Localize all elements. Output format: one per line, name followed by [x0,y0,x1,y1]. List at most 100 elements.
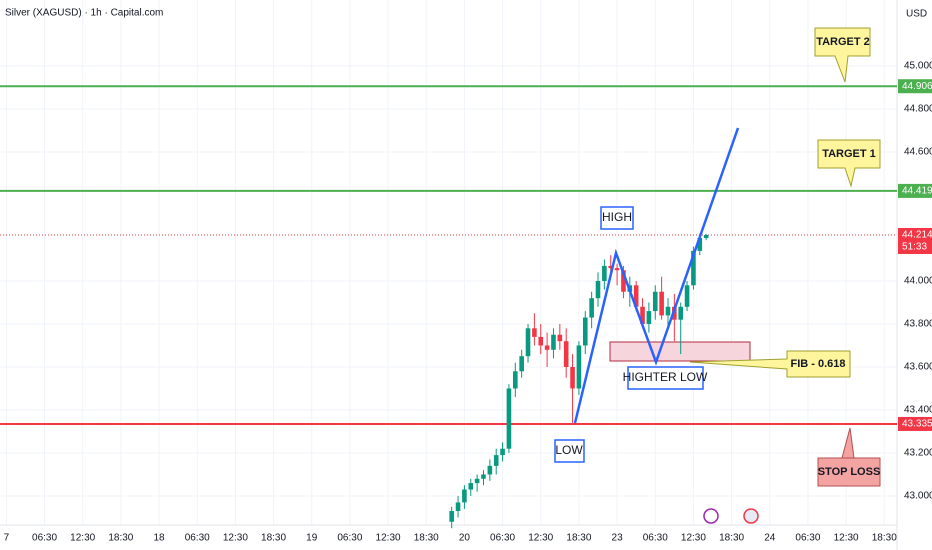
price-label-box [898,183,932,198]
zigzag-line [573,127,740,424]
candle-body [455,502,461,512]
candle-body [659,291,664,316]
y-tick-label: 43.800 [904,319,932,330]
candle-body [595,280,601,299]
candle-body [582,317,588,346]
price-label: 43.335 [902,419,932,430]
x-tick-label: 7 [4,533,10,544]
candle-body [506,388,512,449]
callout-box [817,139,881,188]
candle-body [697,237,703,251]
y-tick-label: 44.600 [904,147,932,158]
candle-body [500,448,505,456]
callout-box [814,27,871,83]
candle-body [576,345,582,389]
label-text: LOW [555,443,583,457]
event-icon[interactable] [743,508,759,524]
y-tick-label: 44.000 [904,276,932,287]
candle-body [646,311,652,324]
candle-body [525,328,531,357]
candle-body [703,234,709,238]
x-tick-label: 12:30 [681,533,706,544]
x-tick-label: 06:30 [185,533,210,544]
candle-body [512,371,518,389]
candle-body [665,306,671,316]
price-label-box [898,416,932,431]
x-tick-label: 12:30 [528,533,553,544]
x-tick-label: 06:30 [490,533,515,544]
price-label: 44.419 [902,186,932,197]
candle-body [633,285,639,307]
countdown: 51:33 [902,242,927,253]
candle-body [589,298,594,318]
x-tick-label: 18:30 [414,533,439,544]
price-label: 44.214 [902,230,932,241]
x-tick-label: 18:30 [261,533,286,544]
y-tick-label: 43.600 [904,362,932,373]
callout-text: FIB - 0.618 [790,358,845,370]
candle-body [538,336,544,346]
candle-body [449,511,454,522]
candle-body [557,334,563,342]
candle-body [570,366,575,389]
y-tick-label: 43.200 [904,448,932,459]
price-label-box [898,79,932,94]
x-tick-label: 20 [459,533,471,544]
candle-body [462,489,467,503]
x-tick-label: 18:30 [108,533,133,544]
candle-body [684,285,690,307]
x-tick-label: 18 [153,533,165,544]
x-tick-label: 12:30 [223,533,248,544]
candle-body [532,328,537,337]
label-box [600,206,634,230]
callout-text: TARGET 2 [816,36,870,48]
candle-body [640,306,645,324]
label-box [554,439,585,463]
candle-body [519,356,524,372]
event-icon[interactable] [703,508,719,524]
price-label: 44.906 [902,81,932,92]
candle-body [474,478,480,484]
x-tick-label: 18:30 [566,533,591,544]
label-text: HIGHTER LOW [623,370,708,384]
candle-body [691,250,696,286]
candle-body [602,265,607,281]
callout-text: TARGET 1 [822,148,876,160]
x-tick-label: 24 [764,533,776,544]
fib-zone [609,341,751,362]
x-tick-label: 06:30 [795,533,820,544]
label-box [627,366,704,390]
candle-body [563,341,569,367]
callout-box [817,427,881,487]
price-label-box [898,227,932,254]
candle-body [468,483,474,490]
x-tick-label: 18:30 [872,533,897,544]
chart-title: Silver (XAGUSD) · 1h · Capital.com [5,8,163,19]
x-tick-label: 06:30 [643,533,668,544]
candle-body [551,334,556,350]
candle-body [678,306,684,320]
y-tick-label: 43.400 [904,405,932,416]
x-tick-label: 18:30 [719,533,744,544]
candle-body [608,265,614,269]
y-tick-label: 45.000 [904,61,932,72]
candle-body [621,270,626,292]
x-tick-label: 23 [612,533,624,544]
label-text: HIGH [602,210,632,224]
y-tick-label: 44.800 [904,104,932,115]
candle-body [544,345,550,350]
candle-body [652,291,658,312]
x-tick-label: 19 [306,533,318,544]
y-tick-label: 43.000 [904,491,932,502]
callout-box [689,350,851,378]
candle-body [481,474,486,479]
candle-body [493,455,499,466]
x-tick-label: 12:30 [834,533,859,544]
x-tick-label: 06:30 [337,533,362,544]
candle-body [614,268,620,271]
callout-text: STOP LOSS [818,466,881,478]
candle-body [487,465,493,475]
x-tick-label: 06:30 [32,533,57,544]
